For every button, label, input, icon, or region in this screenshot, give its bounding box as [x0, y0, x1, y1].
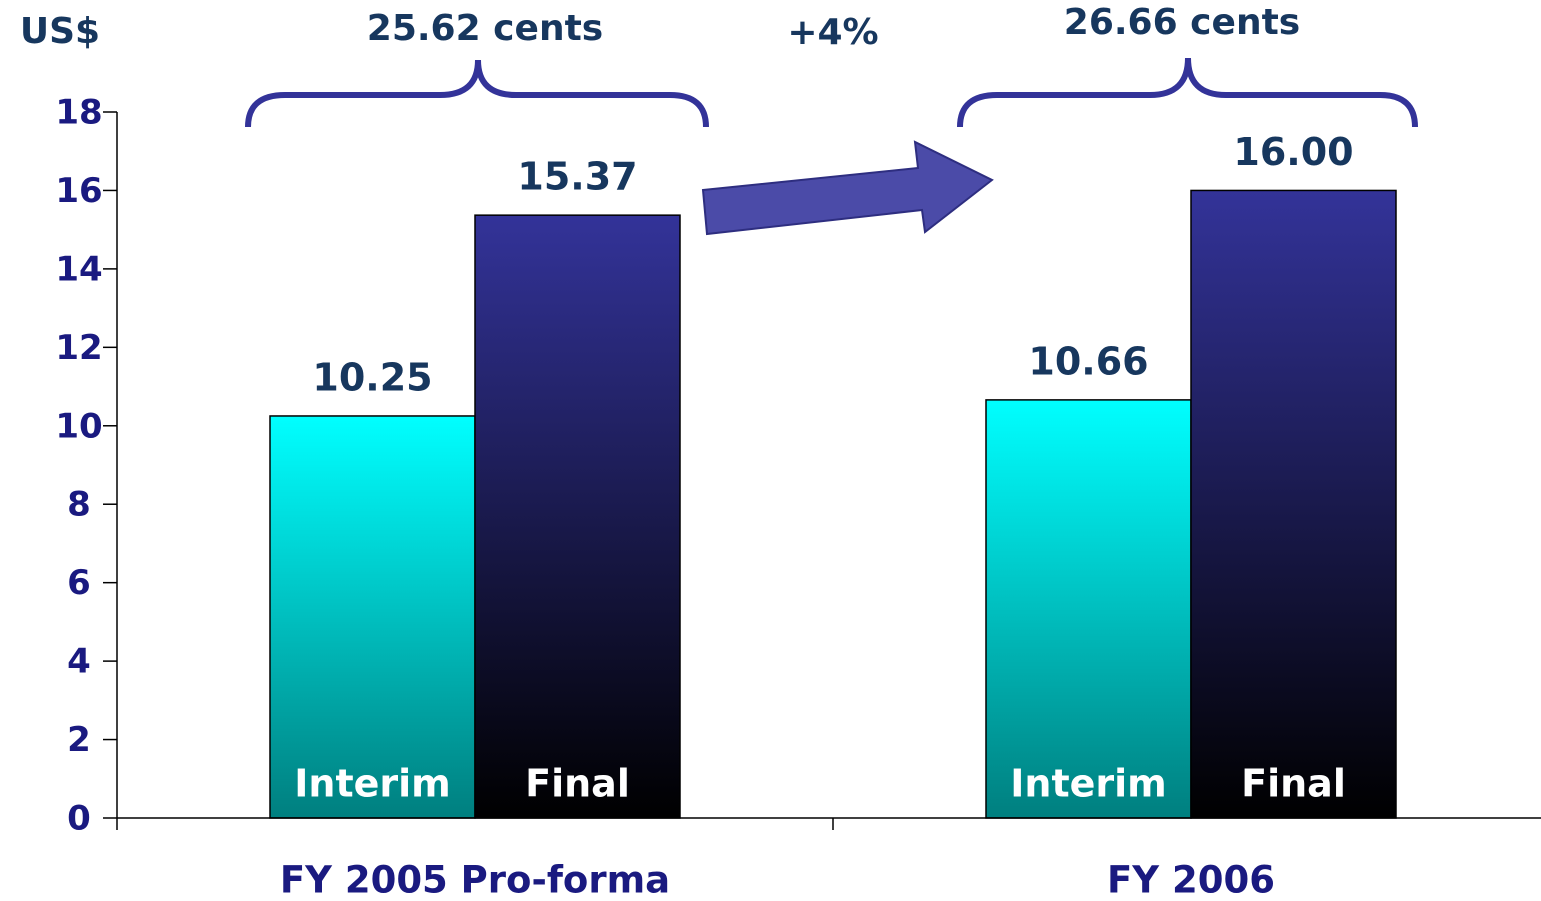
- y-tick-label: 16: [55, 171, 102, 211]
- y-tick-label: 2: [67, 720, 91, 760]
- bar: [474, 214, 681, 819]
- y-tick-label: 4: [67, 642, 91, 682]
- data-label: 10.25: [312, 355, 432, 399]
- y-axis-label: US$: [20, 11, 100, 52]
- data-label: 16.00: [1233, 130, 1353, 174]
- bar: [985, 399, 1192, 819]
- annotation: +4%: [787, 12, 878, 53]
- y-tick-label: 18: [55, 93, 102, 133]
- growth-arrow: [701, 140, 994, 236]
- y-tick-label: 12: [55, 328, 102, 368]
- brace: [245, 59, 709, 128]
- x-tick-label: FY 2005 Pro-forma: [280, 859, 670, 901]
- annotation: 25.62 cents: [367, 8, 603, 49]
- series-label: Interim: [1010, 762, 1167, 806]
- x-tick-label: FY 2006: [1107, 859, 1275, 901]
- series-label: Final: [1241, 762, 1346, 806]
- data-label: 15.37: [517, 155, 637, 199]
- y-tick-label: 6: [67, 563, 91, 603]
- y-tick-label: 14: [55, 249, 102, 289]
- y-tick-label: 10: [55, 406, 102, 446]
- y-tick-label: 8: [67, 485, 91, 525]
- bar: [269, 415, 476, 819]
- series-label: Final: [525, 762, 630, 806]
- data-label: 10.66: [1028, 339, 1148, 383]
- annotation: 26.66 cents: [1064, 2, 1300, 43]
- brace: [957, 57, 1418, 128]
- bar: [1190, 189, 1397, 819]
- series-label: Interim: [294, 762, 451, 806]
- y-tick-label: 0: [67, 799, 91, 839]
